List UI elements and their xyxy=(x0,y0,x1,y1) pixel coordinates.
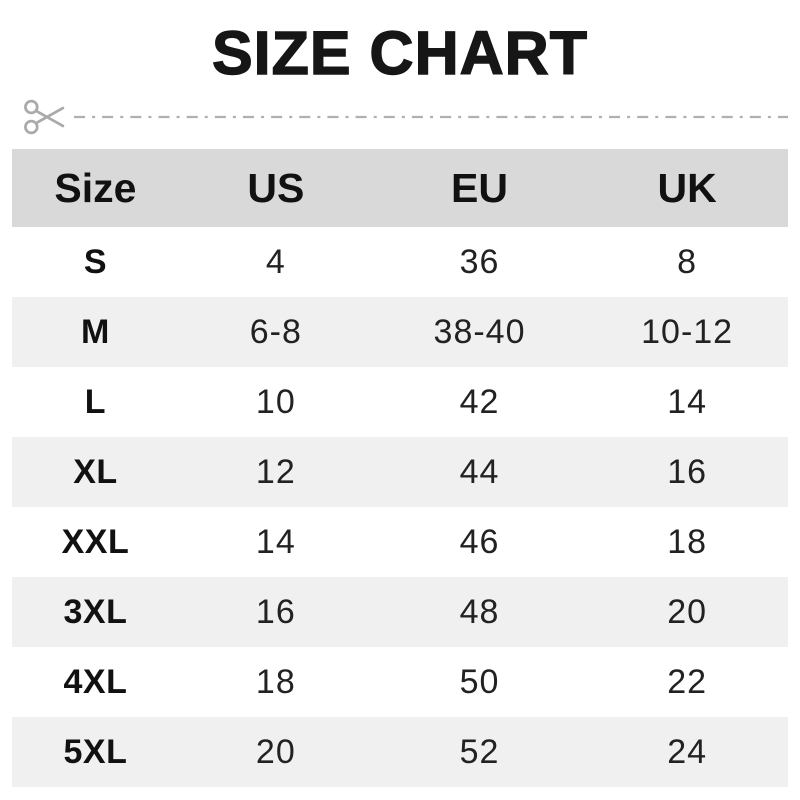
dashed-cut-line xyxy=(74,116,788,119)
uk-value: 14 xyxy=(667,382,708,421)
size-label: M xyxy=(81,312,110,351)
uk-value: 22 xyxy=(667,662,708,701)
header-us: US xyxy=(247,164,305,211)
uk-value: 18 xyxy=(667,522,708,561)
table-row-m: M 6-8 38-40 10-12 xyxy=(12,297,788,368)
size-label: S xyxy=(83,242,107,281)
eu-value: 38-40 xyxy=(433,312,526,351)
us-value: 6-8 xyxy=(249,312,302,351)
size-label: 4XL xyxy=(63,662,128,701)
page-title: SIZE CHART xyxy=(211,19,588,88)
eu-value: 42 xyxy=(459,382,500,421)
us-value: 20 xyxy=(255,732,296,771)
size-chart-page: SIZE CHART Size US EU UK S 4 xyxy=(0,19,800,800)
uk-value: 10-12 xyxy=(641,312,734,351)
eu-value: 50 xyxy=(459,662,500,701)
us-value: 16 xyxy=(255,592,296,631)
table-row-4xl: 4XL 18 50 22 xyxy=(12,647,788,718)
table-row-xl: XL 12 44 16 xyxy=(12,437,788,508)
size-chart-table: Size US EU UK S 4 36 8 M 6-8 38-40 10-12… xyxy=(12,149,788,788)
uk-value: 20 xyxy=(667,592,708,631)
us-value: 14 xyxy=(255,522,296,561)
size-label: XL xyxy=(73,452,118,491)
eu-value: 48 xyxy=(459,592,500,631)
us-value: 18 xyxy=(255,662,296,701)
us-value: 12 xyxy=(255,452,296,491)
header-eu: EU xyxy=(451,164,508,211)
scissors-icon xyxy=(24,99,65,135)
table-header-row: Size US EU UK xyxy=(12,149,788,228)
size-label: XXL xyxy=(61,522,130,561)
table-row-5xl: 5XL 20 52 24 xyxy=(12,717,788,788)
us-value: 4 xyxy=(265,242,286,281)
size-label: 3XL xyxy=(63,592,128,631)
size-label: 5XL xyxy=(63,732,128,771)
header-size: Size xyxy=(54,164,137,211)
eu-value: 44 xyxy=(459,452,500,491)
uk-value: 8 xyxy=(677,242,698,281)
size-label: L xyxy=(84,382,107,421)
table-row-s: S 4 36 8 xyxy=(12,227,788,298)
eu-value: 46 xyxy=(459,522,500,561)
header-uk: UK xyxy=(657,164,717,211)
eu-value: 52 xyxy=(459,732,500,771)
eu-value: 36 xyxy=(459,242,500,281)
table-row-l: L 10 42 14 xyxy=(12,367,788,438)
cut-line xyxy=(22,95,788,139)
us-value: 10 xyxy=(255,382,296,421)
uk-value: 16 xyxy=(667,452,708,491)
table-row-xxl: XXL 14 46 18 xyxy=(12,507,788,578)
table-row-3xl: 3XL 16 48 20 xyxy=(12,577,788,648)
uk-value: 24 xyxy=(667,732,708,771)
